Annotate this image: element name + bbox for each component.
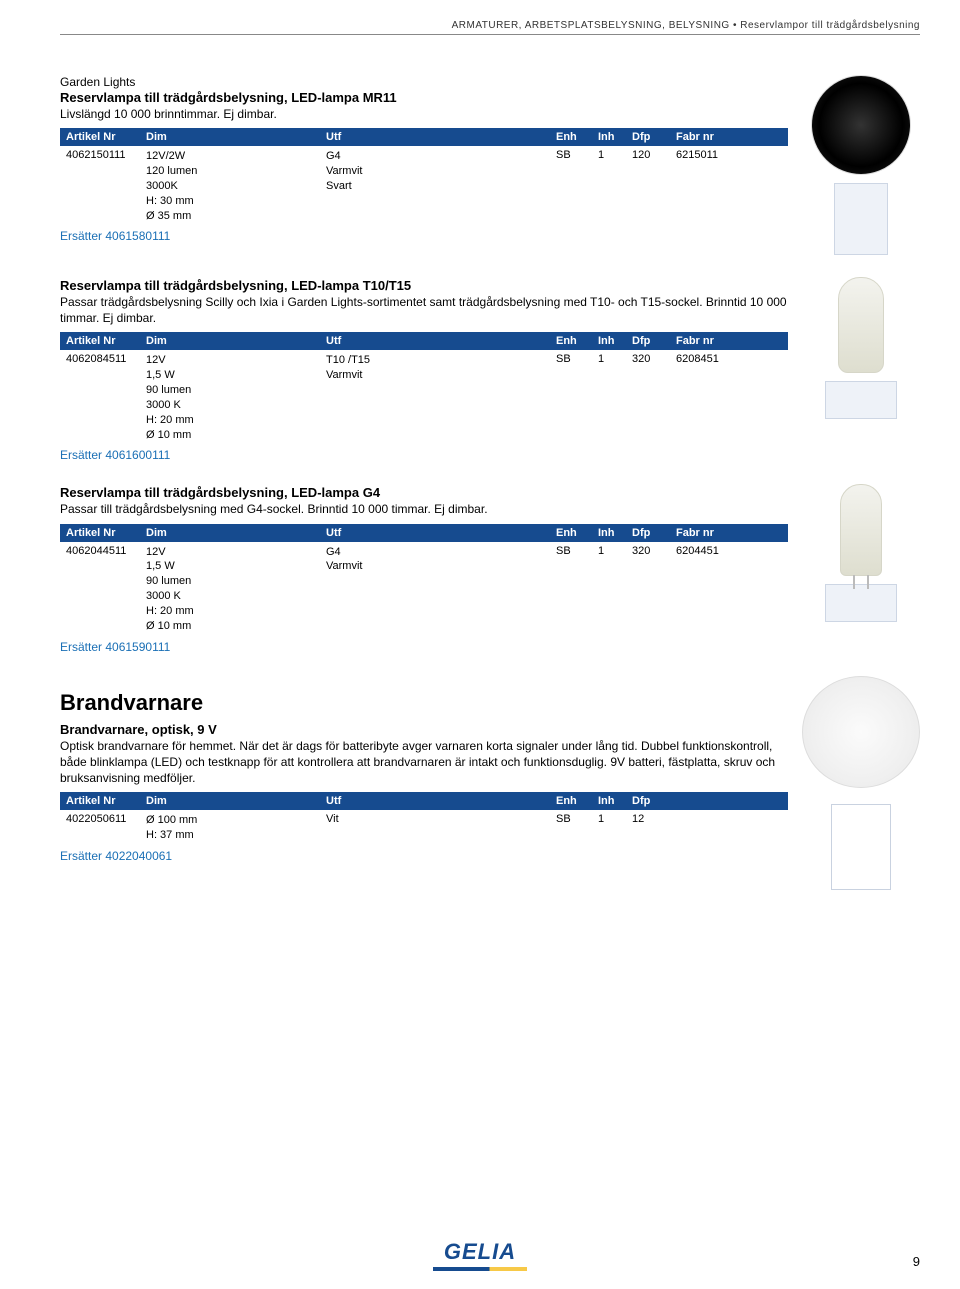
col-dfp: Dfp <box>632 795 676 807</box>
col-dfp: Dfp <box>632 527 676 539</box>
col-enh: Enh <box>556 795 598 807</box>
cell-dfp: 320 <box>632 353 676 365</box>
cell-inh: 1 <box>598 353 632 365</box>
col-dfp: Dfp <box>632 335 676 347</box>
cell-enh: SB <box>556 353 598 365</box>
cell-enh: SB <box>556 813 598 825</box>
col-dim: Dim <box>146 131 326 143</box>
table-head-3: Artikel Nr Dim Utf Enh Inh Dfp Fabr nr <box>60 524 788 542</box>
col-inh: Inh <box>598 131 632 143</box>
col-dim: Dim <box>146 527 326 539</box>
product-image-t10 <box>838 277 884 373</box>
cell-inh: 1 <box>598 149 632 161</box>
col-dim: Dim <box>146 795 326 807</box>
table-row: 4062150111 12V/2W 120 lumen 3000K H: 30 … <box>60 146 788 226</box>
section-title-3: Reservlampa till trädgårdsbelysning, LED… <box>60 485 788 500</box>
package-image-smokealarm <box>831 804 891 890</box>
table-head-4: Artikel Nr Dim Utf Enh Inh Dfp <box>60 792 788 810</box>
col-art: Artikel Nr <box>66 335 146 347</box>
cell-fabr: 6204451 <box>676 545 782 557</box>
col-fabr: Fabr nr <box>676 527 782 539</box>
cell-art: 4062044511 <box>66 545 146 557</box>
page-number: 9 <box>913 1254 920 1269</box>
section-desc-2: Passar trädgårdsbelysning Scilly och Ixi… <box>60 294 788 326</box>
col-inh: Inh <box>598 335 632 347</box>
table-row: 4062084511 12V 1,5 W 90 lumen 3000 K H: … <box>60 350 788 445</box>
cell-dfp: 320 <box>632 545 676 557</box>
col-inh: Inh <box>598 527 632 539</box>
cell-inh: 1 <box>598 813 632 825</box>
col-utf: Utf <box>326 527 556 539</box>
col-fabr: Fabr nr <box>676 335 782 347</box>
replaces-3: Ersätter 4061590111 <box>60 640 788 654</box>
col-utf: Utf <box>326 795 556 807</box>
cell-dfp: 120 <box>632 149 676 161</box>
col-inh: Inh <box>598 795 632 807</box>
col-utf: Utf <box>326 131 556 143</box>
brandvarnare-heading: Brandvarnare <box>60 690 788 716</box>
breadcrumb: ARMATURER, ARBETSPLATSBELYSNING, BELYSNI… <box>60 20 920 35</box>
cell-dim: 12V 1,5 W 90 lumen 3000 K H: 20 mm Ø 10 … <box>146 353 326 442</box>
package-image-t10 <box>825 381 897 419</box>
package-image-g4 <box>825 584 897 622</box>
col-art: Artikel Nr <box>66 527 146 539</box>
cell-utf: G4 Varmvit Svart <box>326 149 556 194</box>
cell-dim: 12V/2W 120 lumen 3000K H: 30 mm Ø 35 mm <box>146 149 326 223</box>
cell-art: 4022050611 <box>66 813 146 825</box>
table-head-2: Artikel Nr Dim Utf Enh Inh Dfp Fabr nr <box>60 332 788 350</box>
product-image-g4 <box>840 484 882 576</box>
logo-stripe-icon <box>433 1267 527 1271</box>
col-dim: Dim <box>146 335 326 347</box>
section-title-2: Reservlampa till trädgårdsbelysning, LED… <box>60 278 788 293</box>
col-enh: Enh <box>556 527 598 539</box>
cell-enh: SB <box>556 545 598 557</box>
cell-dim: Ø 100 mm H: 37 mm <box>146 813 326 843</box>
cell-enh: SB <box>556 149 598 161</box>
product-image-mr11 <box>811 75 911 175</box>
replaces-2: Ersätter 4061600111 <box>60 448 788 462</box>
col-enh: Enh <box>556 131 598 143</box>
brand-logo: GELIA <box>0 1239 960 1265</box>
cell-utf: G4 Varmvit <box>326 545 556 575</box>
replaces-4: Ersätter 4022040061 <box>60 849 788 863</box>
cell-fabr: 6208451 <box>676 353 782 365</box>
brand-label: Garden Lights <box>60 75 788 89</box>
brandvarnare-desc: Optisk brandvarnare för hemmet. När det … <box>60 738 788 787</box>
cell-art: 4062150111 <box>66 149 146 161</box>
product-image-smokealarm <box>802 676 920 788</box>
section-desc-1: Livslängd 10 000 brinntimmar. Ej dimbar. <box>60 106 788 122</box>
cell-dfp: 12 <box>632 813 676 825</box>
cell-fabr: 6215011 <box>676 149 782 161</box>
table-head-1: Artikel Nr Dim Utf Enh Inh Dfp Fabr nr <box>60 128 788 146</box>
footer: GELIA <box>0 1239 960 1271</box>
cell-inh: 1 <box>598 545 632 557</box>
package-image-mr11 <box>834 183 888 255</box>
col-art: Artikel Nr <box>66 795 146 807</box>
section-desc-3: Passar till trädgårdsbelysning med G4-so… <box>60 501 788 517</box>
cell-dim: 12V 1,5 W 90 lumen 3000 K H: 20 mm Ø 10 … <box>146 545 326 634</box>
cell-art: 4062084511 <box>66 353 146 365</box>
col-art: Artikel Nr <box>66 131 146 143</box>
col-fabr: Fabr nr <box>676 131 782 143</box>
replaces-1: Ersätter 4061580111 <box>60 229 788 243</box>
cell-utf: Vit <box>326 813 556 825</box>
table-row: 4022050611 Ø 100 mm H: 37 mm Vit SB 1 12 <box>60 810 788 846</box>
table-row: 4062044511 12V 1,5 W 90 lumen 3000 K H: … <box>60 542 788 637</box>
col-dfp: Dfp <box>632 131 676 143</box>
col-utf: Utf <box>326 335 556 347</box>
cell-utf: T10 /T15 Varmvit <box>326 353 556 383</box>
col-enh: Enh <box>556 335 598 347</box>
section-title-1: Reservlampa till trädgårdsbelysning, LED… <box>60 90 788 105</box>
brandvarnare-title: Brandvarnare, optisk, 9 V <box>60 722 788 737</box>
